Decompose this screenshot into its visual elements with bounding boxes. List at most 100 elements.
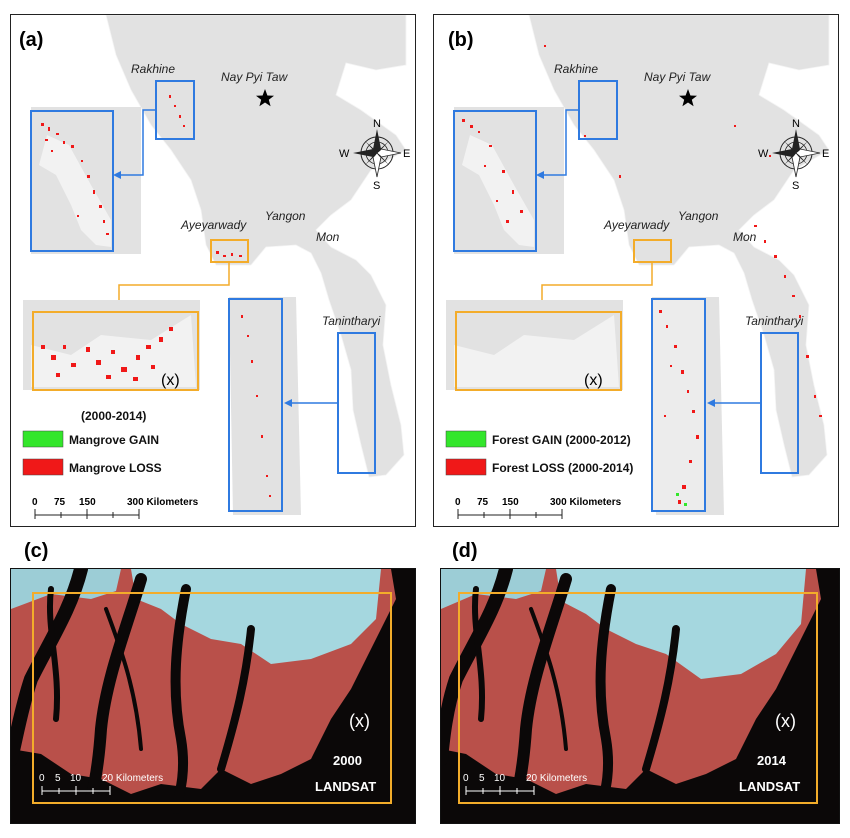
scale-tick-10: 10 (70, 773, 82, 784)
urban-area-patch (11, 569, 121, 609)
scale-tick-20: 20 Kilometers (102, 773, 163, 784)
scale-tick-10: 10 (494, 773, 506, 784)
rakhine-inset-loss-pixels (462, 119, 523, 223)
legend-label-gain: Forest GAIN (2000-2012) (492, 433, 631, 447)
rakhine-arrow (542, 109, 579, 176)
legend-swatch-gain (22, 430, 64, 448)
image-sensor: LANDSAT (315, 779, 376, 794)
label-yangon: Yangon (678, 209, 719, 223)
tanintharyi-inset-background (652, 299, 705, 511)
rakhine-arrow-head (536, 171, 544, 179)
satellite-image-2000: (x) 2000 LANDSAT 0 5 10 20 Kilometers (10, 568, 416, 824)
legend-label-loss: Forest LOSS (2000-2014) (492, 461, 633, 475)
scale-tick-0: 0 (455, 497, 461, 508)
myanmar-landmass (528, 15, 830, 478)
panel-label-b: (b) (448, 29, 474, 51)
map-panel-mangrove: N S E W (x) (10, 14, 416, 527)
legend-swatch-loss (22, 458, 64, 476)
legend-swatch-gain (445, 430, 487, 448)
label-ayeyarwady: Ayeyarwady (603, 218, 670, 232)
rakhine-arrow (119, 109, 156, 176)
scale-tick-150: 150 (502, 497, 519, 508)
compass-w: W (339, 148, 350, 160)
scale-tick-75: 75 (477, 497, 489, 508)
compass-w: W (758, 148, 769, 160)
scale-tick-300: 300 Kilometers (127, 497, 199, 508)
rivers (441, 569, 680, 814)
rakhine-inset-loss-pixels (41, 123, 109, 235)
legend-label-loss: Mangrove LOSS (69, 461, 162, 475)
image-year: 2014 (757, 753, 787, 768)
tanintharyi-inset-loss (659, 310, 699, 504)
ayeyarwady-arrow (118, 262, 230, 302)
panel-label-c: (c) (24, 540, 49, 562)
satellite-image-2014: (x) 2014 LANDSAT 0 5 10 20 Kilometers (440, 568, 840, 824)
ayeyarwady-inset-delta (454, 315, 619, 387)
label-tanintharyi: Tanintharyi (745, 314, 804, 328)
inset-tag-x: (x) (584, 372, 603, 389)
inset-extent-frame (458, 592, 818, 804)
inset-tag-x: (x) (349, 711, 370, 731)
rivers (11, 569, 255, 814)
tanintharyi-inset-frame (651, 298, 706, 512)
inset-extent-frame (32, 592, 392, 804)
compass-s: S (792, 180, 799, 192)
image-year: 2000 (333, 753, 362, 768)
tanintharyi-inset-frame (228, 298, 283, 512)
scale-tick-75: 75 (54, 497, 66, 508)
scale-tick-300: 300 Kilometers (550, 497, 622, 508)
scale-bar: 0 5 10 20 Kilometers (463, 773, 587, 795)
scale-tick-20: 20 Kilometers (526, 773, 587, 784)
tanintharyi-arrow-head (707, 399, 715, 407)
ayeyarwady-arrow (541, 262, 653, 302)
compass-rose: N S E W (339, 118, 410, 192)
rakhine-inset-land (462, 135, 534, 247)
inset-tag-x: (x) (161, 372, 180, 389)
map-panel-forest: N S E W (x) Rakhine Nay Pyi Taw Ayeya (433, 14, 839, 527)
scale-tick-150: 150 (79, 497, 96, 508)
scale-tick-0: 0 (39, 773, 45, 784)
label-mon: Mon (316, 230, 340, 244)
rakhine-source-loss (169, 95, 185, 127)
compass-s: S (373, 180, 380, 192)
satellite-svg: (x) 2000 LANDSAT 0 5 10 20 Kilometers (11, 569, 415, 823)
inset-tag-x: (x) (775, 711, 796, 731)
label-rakhine: Rakhine (554, 62, 598, 76)
compass-e: E (822, 148, 829, 160)
label-capital: Nay Pyi Taw (644, 70, 712, 84)
ayeyarwady-inset-frame (455, 311, 622, 391)
scale-tick-5: 5 (55, 773, 61, 784)
tanintharyi-arrow-head (284, 399, 292, 407)
compass-n: N (373, 118, 381, 130)
label-mon: Mon (733, 230, 757, 244)
ayeyarwady-source-loss (216, 251, 242, 257)
rakhine-inset-frame (30, 110, 114, 252)
rakhine-inset-frame (453, 110, 537, 252)
label-yangon: Yangon (265, 209, 306, 223)
label-tanintharyi: Tanintharyi (322, 314, 381, 328)
capital-star (256, 89, 274, 107)
tanintharyi-inset-gain (676, 493, 687, 506)
legend-label-gain: Mangrove GAIN (69, 433, 159, 447)
label-ayeyarwady: Ayeyarwady (180, 218, 247, 232)
legend-swatch-loss (445, 458, 487, 476)
panel-label-a: (a) (19, 29, 44, 51)
scale-bar: 0 75 150 300 Kilometers (455, 497, 622, 519)
ayeyarwady-inset-loss-pixels (41, 327, 173, 381)
label-rakhine: Rakhine (131, 62, 175, 76)
capital-star (679, 89, 697, 107)
panel-label-d: (d) (452, 540, 478, 562)
urban-area (556, 569, 806, 679)
forest-loss-pixels (544, 45, 822, 417)
ayeyarwady-inset-frame (32, 311, 199, 391)
scale-tick-0: 0 (463, 773, 469, 784)
rakhine-arrow-head (113, 171, 121, 179)
label-capital: Nay Pyi Taw (221, 70, 289, 84)
scale-bar: 0 5 10 20 Kilometers (39, 773, 163, 795)
rakhine-inset-land (39, 135, 111, 247)
myanmar-landmass (105, 15, 407, 478)
period-label: (2000-2014) (81, 409, 146, 423)
tanintharyi-inset-loss (241, 315, 271, 497)
compass-n: N (792, 118, 800, 130)
image-sensor: LANDSAT (739, 779, 800, 794)
